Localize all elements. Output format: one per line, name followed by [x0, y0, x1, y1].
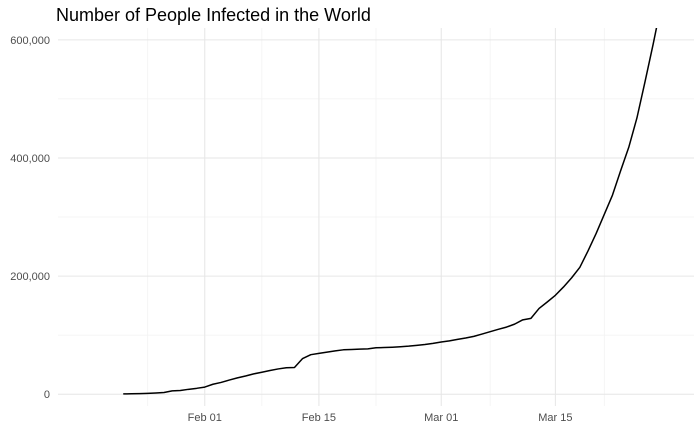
- x-tick-label: Mar 15: [538, 412, 572, 424]
- minor-gridlines: [58, 28, 694, 406]
- major-gridlines: [58, 28, 694, 406]
- x-tick-label: Feb 01: [188, 412, 222, 424]
- x-tick-label: Mar 01: [424, 412, 458, 424]
- x-axis-tick-labels: Feb 01 Feb 15 Mar 01 Mar 15: [188, 412, 573, 424]
- y-tick-label: 200,000: [10, 271, 50, 283]
- chart-title: Number of People Infected in the World: [56, 5, 371, 25]
- y-tick-label: 400,000: [10, 153, 50, 165]
- y-tick-label: 600,000: [10, 35, 50, 47]
- y-tick-label: 0: [44, 389, 50, 401]
- infections-line: [123, 28, 658, 395]
- y-axis-tick-labels: 0 200,000 400,000 600,000: [10, 35, 50, 401]
- x-tick-label: Feb 15: [302, 412, 336, 424]
